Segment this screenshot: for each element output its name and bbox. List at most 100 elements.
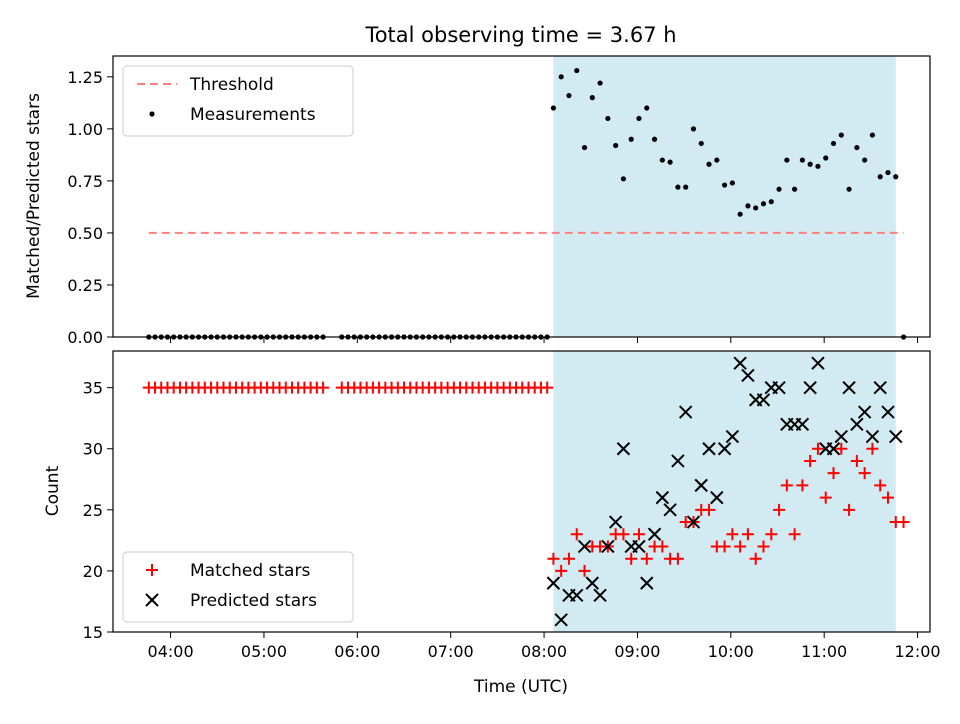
count-y-axis-label: Count <box>43 465 63 516</box>
data-point <box>788 528 801 541</box>
data-point <box>865 429 880 444</box>
data-point <box>737 211 743 217</box>
x-tick-label: 09:00 <box>614 642 660 661</box>
data-point <box>765 528 778 541</box>
data-point <box>647 527 662 541</box>
data-point <box>768 199 774 205</box>
legend-box <box>122 551 354 623</box>
data-point <box>546 576 561 590</box>
data-point <box>834 429 849 444</box>
data-point <box>749 552 762 565</box>
data-point <box>617 528 630 541</box>
data-point <box>562 552 575 565</box>
data-point <box>566 92 572 99</box>
data-point <box>703 503 716 516</box>
y-tick-label: 1.00 <box>67 120 103 139</box>
data-point <box>589 95 595 101</box>
data-point <box>811 356 825 370</box>
data-point <box>698 140 704 147</box>
data-point <box>858 467 871 480</box>
predicted-stars-series <box>546 356 903 627</box>
ratio-panel: 0.00 0.25 0.50 0.75 1.00 1.25 Matched/Predicte… <box>24 55 931 347</box>
data-point <box>885 169 891 176</box>
data-point <box>690 126 697 132</box>
data-point <box>577 539 592 554</box>
data-point <box>632 528 645 541</box>
data-point <box>558 74 564 80</box>
legend-label: Measurements <box>190 105 316 125</box>
data-point <box>317 381 330 394</box>
data-point <box>651 136 658 142</box>
x-tick-label: 10:00 <box>708 642 754 661</box>
ratio-y-axis-label: Matched/Predicted stars <box>24 93 44 299</box>
data-point <box>873 380 887 395</box>
data-point <box>835 442 848 455</box>
data-point <box>721 182 728 188</box>
data-point <box>866 442 879 455</box>
data-point <box>578 564 591 577</box>
data-point <box>830 140 837 147</box>
data-point <box>550 105 557 111</box>
data-point <box>850 454 863 467</box>
data-point <box>663 503 677 517</box>
y-tick-label: 35 <box>83 379 103 398</box>
data-point <box>555 564 568 577</box>
data-point <box>784 157 790 163</box>
data-point <box>734 540 747 553</box>
data-point <box>667 159 673 165</box>
legend-marker <box>149 111 155 117</box>
data-point <box>733 356 747 370</box>
data-point <box>636 115 642 122</box>
data-point <box>597 80 603 86</box>
data-point <box>605 115 611 122</box>
data-point <box>694 478 708 493</box>
data-point <box>686 515 701 529</box>
data-point <box>714 157 720 163</box>
data-point <box>541 381 554 394</box>
data-point <box>632 539 646 554</box>
data-point <box>893 174 899 180</box>
data-point <box>671 552 684 565</box>
data-point <box>823 155 829 161</box>
data-point <box>601 539 615 554</box>
data-point <box>780 479 793 492</box>
data-point <box>796 479 809 492</box>
data-point <box>745 203 751 209</box>
data-point <box>756 393 771 407</box>
data-point <box>675 184 681 190</box>
x-tick-label: 08:00 <box>521 642 567 661</box>
data-point <box>804 454 817 467</box>
data-point <box>843 503 856 516</box>
data-point <box>795 417 810 432</box>
data-point <box>613 142 619 149</box>
data-point <box>581 144 588 151</box>
ratio-legend: Threshold Measurements <box>122 65 354 137</box>
data-point <box>776 186 782 192</box>
data-point <box>656 540 669 553</box>
data-point <box>753 205 759 211</box>
y-tick-label: 0.50 <box>67 224 103 243</box>
matched-stars-series <box>142 381 910 577</box>
data-point <box>655 490 670 505</box>
ratio-axes-frame <box>112 55 931 338</box>
data-point <box>760 201 767 207</box>
x-tick-label: 05:00 <box>241 642 287 661</box>
data-point <box>570 588 584 603</box>
data-point <box>881 405 895 419</box>
x-tick-label: 07:00 <box>428 642 474 661</box>
data-point <box>773 503 786 516</box>
data-point <box>854 144 860 151</box>
data-point <box>881 491 894 504</box>
data-point <box>644 105 650 111</box>
count-axes-frame <box>112 350 931 633</box>
data-point <box>706 161 712 167</box>
legend-label: Threshold <box>189 75 274 95</box>
data-point <box>593 588 607 603</box>
legend-marker <box>145 593 159 607</box>
ratio-shaded-span <box>553 56 896 337</box>
data-point <box>547 552 560 565</box>
data-point <box>772 380 786 395</box>
data-point <box>741 528 754 541</box>
data-point <box>807 161 813 167</box>
data-point <box>819 491 832 504</box>
